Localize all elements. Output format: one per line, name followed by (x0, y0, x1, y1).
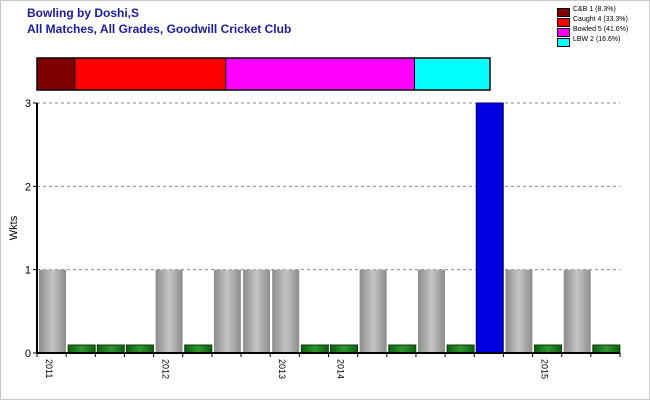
legend-swatch (557, 28, 570, 37)
dismissal-segment (414, 57, 491, 91)
legend-swatch (557, 8, 570, 17)
wicket-bar (359, 269, 387, 353)
legend-label: LBW 2 (16.6%) (573, 36, 621, 43)
dismissal-segment (74, 57, 227, 91)
wicket-bar (213, 269, 241, 353)
y-tick-label: 1 (25, 265, 31, 277)
wicket-bar (155, 269, 183, 353)
legend-swatch (557, 18, 570, 27)
dismissal-segment (36, 57, 76, 91)
wicket-bar (446, 344, 475, 354)
dismissal-segment (225, 57, 415, 91)
wicket-bar (505, 269, 533, 353)
wicket-bar (184, 344, 213, 354)
y-tick-label: 2 (25, 181, 31, 193)
wicket-bar (125, 344, 154, 354)
y-tick-label: 3 (25, 98, 31, 110)
y-axis-label: Wkts (8, 215, 20, 240)
wicket-bar (300, 344, 329, 354)
wicket-bar (534, 344, 563, 354)
wicket-bar (67, 344, 96, 354)
wicket-bar (39, 269, 66, 353)
wicket-bar (475, 102, 504, 354)
legend-label: C&B 1 (8.3%) (573, 6, 616, 13)
x-tick-label: 2012 (161, 359, 171, 379)
dismissal-bar-border (36, 57, 491, 91)
legend-label: Bowled 5 (41.6%) (573, 26, 629, 33)
x-tick-label: 2011 (44, 359, 54, 378)
wicket-bar (96, 344, 125, 354)
wicket-bar (592, 344, 621, 354)
chart-subtitle: All Matches, All Grades, Goodwill Cricke… (27, 22, 292, 36)
x-tick-label: 2014 (336, 359, 346, 379)
x-tick-label: 2015 (540, 359, 550, 379)
wicket-bar (563, 269, 591, 353)
chart-title: Bowling by Doshi,S (27, 6, 140, 20)
wicket-bar (243, 269, 271, 353)
wicket-bar (272, 269, 300, 353)
legend-swatch (557, 38, 570, 47)
wicket-bar (388, 344, 417, 354)
wicket-bar (417, 269, 445, 353)
x-tick-label: 2013 (277, 359, 287, 379)
legend-label: Caught 4 (33.3%) (573, 16, 628, 23)
y-tick-label: 0 (25, 348, 31, 360)
wicket-bar (330, 344, 358, 354)
